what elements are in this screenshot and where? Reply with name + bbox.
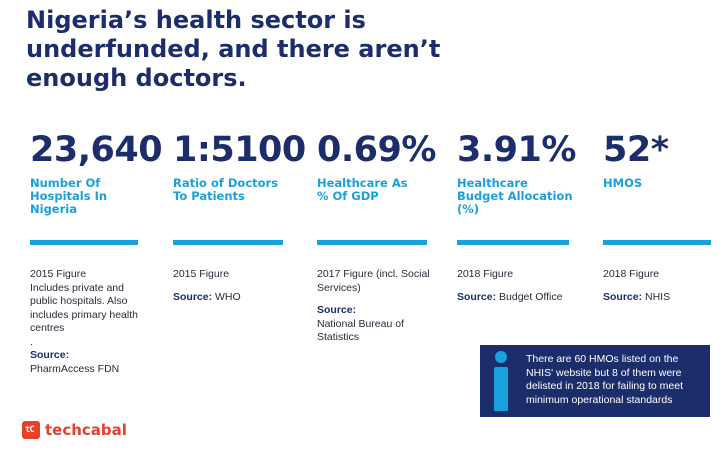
note-line: public hospitals. Also — [30, 295, 128, 307]
stat-note: 2017 Figure (incl. Social Services) Sour… — [317, 268, 445, 345]
source-line: Source: WHO — [173, 291, 301, 305]
stat-label-line: Healthcare — [457, 176, 528, 190]
stat-note: 2018 Figure Source: Budget Office — [457, 268, 585, 304]
stat-note: 2015 Figure Includes private and public … — [30, 268, 158, 376]
source-label: Source: — [317, 304, 357, 316]
stat-label: HMOS — [603, 177, 642, 190]
stat-note: 2015 Figure Source: WHO — [173, 268, 301, 304]
source-value: Budget Office — [499, 290, 563, 303]
stat-label-line: % Of GDP — [317, 189, 379, 203]
source-value: WHO — [215, 290, 241, 303]
info-icon — [490, 351, 512, 411]
info-text: There are 60 HMOs listed on the NHIS' we… — [526, 353, 710, 407]
source-label: Source: — [457, 290, 497, 303]
stat-divider-bar — [457, 240, 569, 245]
brand-name: techcabal — [45, 421, 127, 439]
stat-divider-bar — [603, 240, 711, 245]
source-line: Source: NHIS — [603, 291, 703, 305]
stat-label: Number Of Hospitals In Nigeria — [30, 177, 107, 216]
info-line: NHIS' website but 8 of them were — [526, 366, 682, 379]
title-line: enough doctors. — [26, 64, 247, 92]
stat-value: 3.91% — [457, 130, 576, 170]
stat-label-line: Number Of — [30, 176, 101, 190]
techcabal-logo: tC techcabal — [22, 419, 127, 441]
stat-divider-bar — [317, 240, 427, 245]
stat-label-line: (%) — [457, 202, 480, 216]
source-value: National Bureau of — [317, 317, 404, 330]
title-line: underfunded, and there aren’t — [26, 35, 441, 63]
source-value: PharmAccess FDN — [30, 362, 120, 375]
stat-value: 23,640 — [30, 130, 163, 170]
stat-divider-bar — [30, 240, 138, 245]
stat-label-line: Budget Allocation — [457, 189, 573, 203]
source-value: Statistics — [317, 331, 360, 343]
source-line: Source: Budget Office — [457, 291, 585, 305]
note-line: Services) — [317, 281, 361, 294]
info-line: minimum operational standards — [526, 393, 673, 406]
stat-divider-bar — [173, 240, 283, 245]
stat-label-line: Nigeria — [30, 202, 77, 216]
stat-label-line: To Patients — [173, 189, 245, 203]
hmo-info-callout: There are 60 HMOs listed on the NHIS' we… — [480, 345, 710, 417]
source-label: Source: — [30, 349, 70, 361]
info-line: delisted in 2018 for failing to meet — [526, 380, 684, 392]
page-title: Nigeria’s health sector is underfunded, … — [26, 6, 466, 93]
note-line: centres — [30, 322, 65, 334]
techcabal-logo-icon: tC — [22, 421, 40, 439]
source-label: Source: — [173, 290, 213, 303]
note-line: includes primary health — [30, 308, 138, 321]
stat-value: 1:5100 — [173, 130, 306, 170]
stat-label: Healthcare Budget Allocation (%) — [457, 177, 573, 216]
stat-value: 52* — [603, 130, 669, 170]
stat-label-line: Hospitals In — [30, 189, 108, 203]
stat-label: Ratio of Doctors To Patients — [173, 177, 278, 203]
info-line: There are 60 HMOs listed on the — [526, 353, 679, 365]
stat-label-line: HMOS — [603, 176, 643, 190]
source-label: Source: — [603, 290, 643, 303]
note-line: 2018 Figure — [457, 268, 514, 280]
stat-note: 2018 Figure Source: NHIS — [603, 268, 703, 304]
note-line: . — [30, 335, 33, 348]
note-line: Includes private and — [30, 281, 124, 294]
source-value: NHIS — [645, 290, 671, 303]
stat-label-line: Healthcare As — [317, 176, 408, 190]
stat-label: Healthcare As % Of GDP — [317, 177, 408, 203]
stat-value: 0.69% — [317, 130, 436, 170]
note-line: 2015 Figure — [173, 268, 230, 280]
stat-label-line: Ratio of Doctors — [173, 176, 279, 190]
note-line: 2017 Figure (incl. Social — [317, 268, 430, 280]
note-line: 2015 Figure — [30, 268, 87, 280]
note-line: 2018 Figure — [603, 268, 660, 280]
title-line: Nigeria’s health sector is — [26, 6, 366, 34]
